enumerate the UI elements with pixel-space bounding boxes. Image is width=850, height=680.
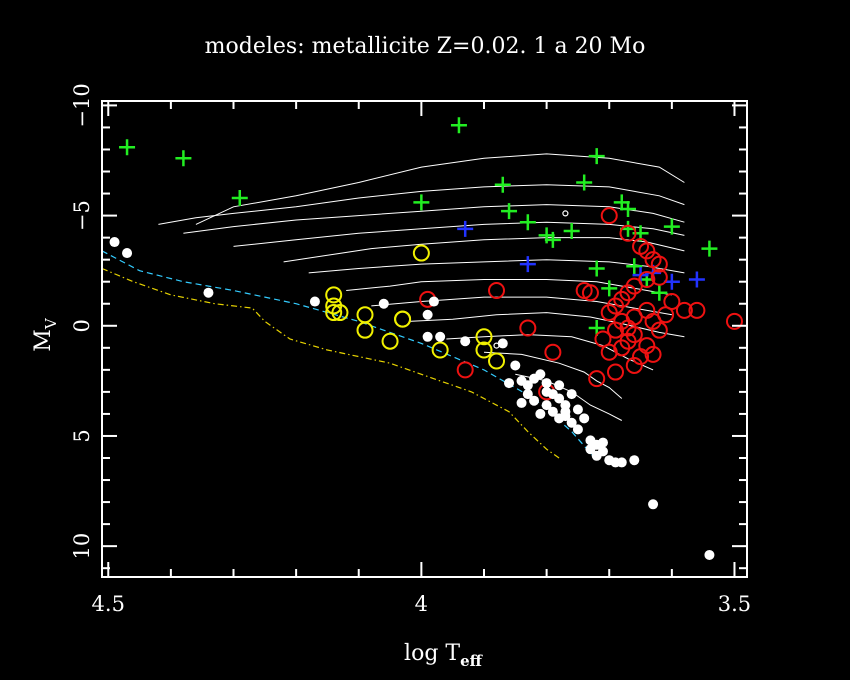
white-dot-point-28 xyxy=(573,405,583,415)
chart-title: modeles: metallicite Z=0.02. 1 a 20 Mo xyxy=(205,34,646,59)
white-dot-point-48 xyxy=(648,499,658,509)
white-dot-point-16 xyxy=(529,396,539,406)
white-dot-point-4 xyxy=(310,297,320,307)
y-tick-label-0: 0 xyxy=(70,319,94,332)
white-dot-point-2 xyxy=(122,248,132,258)
white-dot-point-44 xyxy=(517,398,527,408)
x-axis-label-main: log T xyxy=(404,641,460,666)
y-tick-label--10: −10 xyxy=(70,83,94,127)
x-tick-label-3.5: 3.5 xyxy=(718,592,751,616)
y-tick-label-5: 5 xyxy=(70,429,94,442)
y-axis-label-main: M xyxy=(31,329,56,352)
white-dot-point-46 xyxy=(560,407,570,417)
white-dot-point-38 xyxy=(617,457,627,467)
white-dot-point-6 xyxy=(423,310,433,320)
white-dot-point-45 xyxy=(542,378,552,388)
white-dot-point-5 xyxy=(379,299,389,309)
white-dot-point-27 xyxy=(573,424,583,434)
white-dot-point-7 xyxy=(429,297,439,307)
white-dot-point-3 xyxy=(203,288,213,298)
y-axis-label-sub: V xyxy=(42,317,60,330)
white-dot-point-43 xyxy=(504,378,514,388)
y-tick-label-10: 10 xyxy=(70,533,94,560)
white-dot-point-29 xyxy=(579,413,589,423)
white-dot-point-8 xyxy=(423,332,433,342)
white-dot-point-21 xyxy=(554,380,564,390)
white-dot-point-34 xyxy=(598,446,608,456)
white-dot-point-9 xyxy=(435,332,445,342)
white-dot-point-42 xyxy=(548,389,558,399)
white-dot-point-35 xyxy=(598,438,608,448)
x-axis-label-sub: eff xyxy=(460,652,484,670)
white-dot-point-39 xyxy=(529,374,539,384)
x-tick-label-4.5: 4.5 xyxy=(92,592,125,616)
white-dot-point-49 xyxy=(704,550,714,560)
white-dot-point-1 xyxy=(110,237,120,247)
y-tick-label--5: −5 xyxy=(70,200,94,231)
white-dot-point-12 xyxy=(510,360,520,370)
x-tick-label-4: 4 xyxy=(415,592,428,616)
white-dot-point-10 xyxy=(460,336,470,346)
white-dot-point-26 xyxy=(567,389,577,399)
white-dot-point-40 xyxy=(535,409,545,419)
white-dot-point-47 xyxy=(629,455,639,465)
